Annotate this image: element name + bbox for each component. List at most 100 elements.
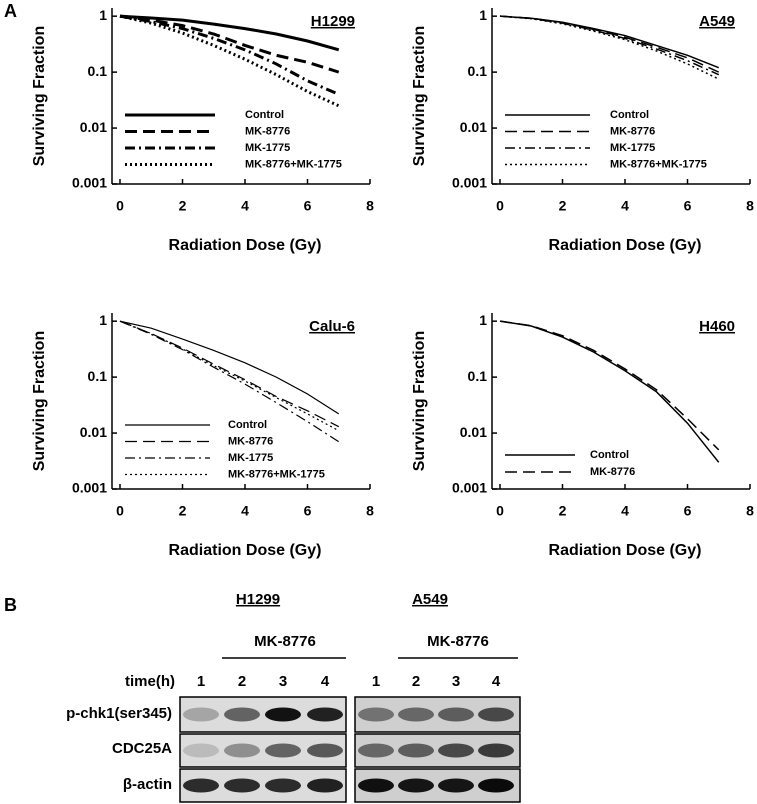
y-tick-label: 0.1 [468,63,488,79]
legend-label: MK-8776+MK-1775 [245,158,342,170]
blot-band [183,707,219,722]
blot-band [478,778,514,793]
series-line [119,320,340,415]
series-line [499,15,720,69]
y-tick-label: 0.01 [460,119,487,135]
y-tick-label: 1 [99,7,107,23]
x-tick-label: 4 [241,503,249,519]
y-axis-label: Surviving Fraction [31,331,48,471]
series-line [119,320,340,432]
y-tick-label: 1 [479,312,487,328]
lane-label: 4 [321,673,330,690]
chart-title: H1299 [311,13,355,30]
blot-band [307,707,343,722]
legend-label: MK-1775 [245,142,290,154]
blot-band [307,743,343,758]
series-line [119,14,340,108]
y-tick-label: 0.001 [452,480,487,496]
x-tick-label: 8 [746,198,754,214]
blot-band [183,778,219,793]
series-line [119,320,340,443]
cell-line-label: A549 [412,591,448,608]
x-tick-label: 0 [116,503,124,519]
blot-band [358,707,394,722]
legend-label: Control [228,419,267,431]
row-label: CDC25A [112,740,172,757]
chart-title: Calu-6 [309,318,355,335]
x-tick-label: 4 [621,198,629,214]
x-tick-label: 0 [496,503,504,519]
y-tick-label: 0.01 [80,119,107,135]
legend-label: MK-8776+MK-1775 [228,468,325,480]
series-line [499,320,720,463]
x-axis-label: Radiation Dose (Gy) [169,237,322,254]
x-tick-label: 6 [684,198,692,214]
x-axis-label: Radiation Dose (Gy) [169,542,322,559]
blot-band [438,778,474,793]
time-label: time(h) [125,673,175,690]
lane-label: 3 [452,673,460,690]
lane-label: 3 [279,673,287,690]
series-line [499,15,720,80]
x-tick-label: 4 [621,503,629,519]
blot-band [307,778,343,793]
y-tick-label: 0.01 [80,424,107,440]
row-label: β-actin [123,776,172,793]
series-line [499,15,720,73]
blot-band [224,743,260,758]
blot-band [183,743,219,758]
x-tick-label: 0 [496,198,504,214]
y-tick-label: 0.001 [72,175,107,191]
chart-title: A549 [699,13,735,30]
panel-label: B [4,595,17,615]
blot-band [478,707,514,722]
blot-band [265,743,301,758]
lane-label: 2 [238,673,246,690]
blot-band [265,707,301,722]
x-axis-label: Radiation Dose (Gy) [549,542,702,559]
y-axis-label: Surviving Fraction [411,26,428,166]
blot-band [438,707,474,722]
y-tick-label: 0.001 [72,480,107,496]
legend-label: MK-1775 [228,452,273,464]
legend-label: Control [245,109,284,121]
legend-label: MK-1775 [610,142,655,154]
series-line [499,15,720,76]
x-tick-label: 8 [746,503,754,519]
y-tick-label: 1 [99,312,107,328]
x-tick-label: 6 [304,198,312,214]
x-tick-label: 4 [241,198,249,214]
x-tick-label: 2 [559,503,567,519]
blot-band [398,707,434,722]
series-line [119,14,340,74]
blot-band [224,778,260,793]
y-tick-label: 0.1 [88,63,108,79]
legend-label: MK-8776+MK-1775 [610,158,707,170]
x-tick-label: 2 [559,198,567,214]
y-axis-label: Surviving Fraction [31,26,48,166]
cell-line-label: H1299 [236,591,280,608]
x-tick-label: 8 [366,198,374,214]
y-tick-label: 1 [479,7,487,23]
y-tick-label: 0.01 [460,424,487,440]
blot-band [398,743,434,758]
legend-label: MK-8776 [245,125,290,137]
series-line [119,14,340,52]
legend-label: Control [590,449,629,461]
panel-label: A [4,1,17,21]
legend-label: Control [610,109,649,121]
x-tick-label: 0 [116,198,124,214]
legend-label: MK-8776 [590,466,635,478]
lane-label: 1 [372,673,380,690]
blot-band [438,743,474,758]
x-tick-label: 6 [304,503,312,519]
y-tick-label: 0.001 [452,175,487,191]
y-tick-label: 0.1 [88,368,108,384]
series-line [119,14,340,96]
lane-label: 4 [492,673,501,690]
series-line [499,320,720,451]
x-tick-label: 2 [179,503,187,519]
blot-band [358,743,394,758]
x-tick-label: 6 [684,503,692,519]
blot-band [224,707,260,722]
